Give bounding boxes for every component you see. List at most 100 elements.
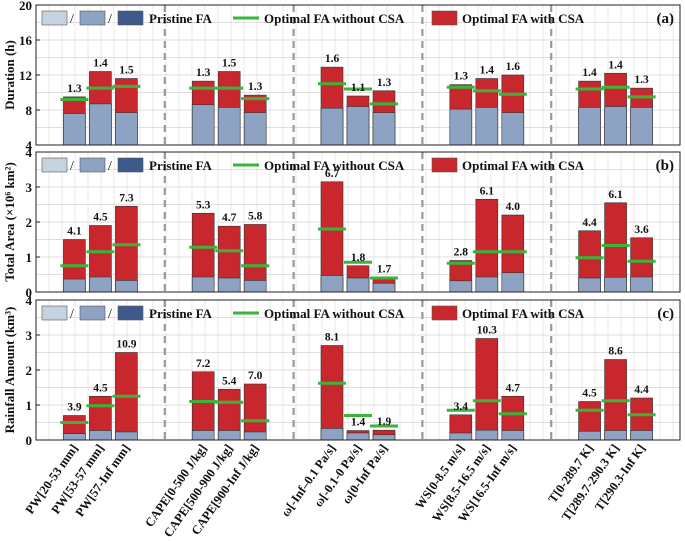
data-label: 1.3	[248, 81, 263, 93]
legend-without-label: Optimal FA without CSA	[264, 11, 405, 26]
data-label: 2.8	[454, 247, 469, 259]
data-label: 7.2	[196, 358, 211, 370]
data-label: 5.3	[196, 199, 211, 211]
data-label: 8.1	[325, 332, 340, 344]
data-label: 1.3	[454, 71, 469, 83]
y-tick-label: 4	[26, 145, 33, 160]
data-label: 4.7	[506, 382, 521, 394]
bar-pristine	[449, 432, 473, 441]
bar-pristine	[115, 431, 138, 441]
y-tick-label: 8	[26, 103, 33, 118]
bar-pristine	[501, 430, 525, 441]
data-label: 1.9	[377, 416, 392, 428]
bar-pristine	[501, 272, 525, 293]
bar-pristine	[578, 430, 601, 441]
data-label: 1.3	[196, 67, 211, 79]
y-tick-label: 0	[26, 433, 33, 448]
data-label: 4.0	[506, 201, 521, 213]
panel-label: (b)	[656, 158, 674, 174]
legend: / / Pristine FA Optimal FA without CSA Optim…	[41, 10, 585, 27]
data-label: 4.5	[93, 382, 108, 394]
data-label: 10.9	[116, 339, 136, 351]
bar-pristine	[320, 428, 344, 441]
data-label: 10.3	[477, 325, 497, 337]
data-label: 1.5	[119, 65, 134, 77]
data-label: 1.3	[634, 74, 649, 86]
bar-with-csa	[320, 345, 344, 441]
data-label: 1.4	[351, 417, 366, 429]
data-label: 5.8	[248, 210, 263, 222]
bar-pristine	[63, 278, 86, 293]
bar-pristine	[243, 431, 267, 441]
legend-swatch-with	[431, 10, 458, 26]
bar-pristine	[372, 282, 396, 293]
bar-pristine	[63, 433, 86, 441]
data-label: 7.3	[119, 192, 134, 204]
panel-label: (a)	[657, 11, 675, 27]
data-label: 1.7	[377, 263, 392, 275]
data-label: 3.4	[454, 401, 469, 413]
data-label: 4.5	[582, 388, 597, 400]
panel-label: (c)	[657, 306, 674, 322]
bar-pristine	[217, 277, 241, 293]
legend: / / Pristine FA Optimal FA without CSA Optim…	[41, 157, 585, 174]
y-tick-label: 3	[26, 328, 33, 343]
y-tick-label: 1	[26, 398, 33, 413]
data-label: 1.1	[351, 82, 366, 94]
data-label: 1.5	[222, 58, 237, 70]
bar-with-csa	[115, 205, 138, 293]
data-label: 6.1	[608, 189, 623, 201]
bar-with-csa	[191, 371, 215, 441]
legend-pristine-label: Pristine FA	[149, 11, 213, 26]
legend-slash: /	[70, 12, 74, 27]
legend-swatch-mid	[79, 10, 106, 26]
bar-pristine	[501, 112, 525, 146]
bar-pristine	[475, 429, 499, 441]
legend-without-label: Optimal FA without CSA	[264, 158, 405, 173]
data-label: 4.4	[582, 217, 597, 229]
bar-pristine	[346, 432, 370, 441]
data-label: 4.1	[67, 226, 82, 238]
y-tick-label: 20	[19, 0, 32, 13]
legend-without-label: Optimal FA without CSA	[264, 306, 405, 321]
legend-swatch-with	[431, 157, 458, 173]
data-label: 1.3	[67, 83, 82, 95]
bar-pristine	[115, 280, 138, 293]
y-axis-label: Duration (h)	[2, 40, 17, 110]
y-tick-label: 12	[19, 68, 32, 83]
data-label: 3.9	[67, 402, 82, 414]
legend-slash: /	[70, 159, 74, 174]
panel-c: / / Pristine FA Optimal FA without CSA Optim…	[2, 293, 681, 448]
bar-pristine	[89, 430, 112, 441]
y-tick-label: 1	[26, 250, 33, 265]
bar-pristine	[630, 107, 653, 146]
bar-pristine	[89, 276, 112, 293]
bar-with-csa	[243, 383, 267, 441]
bar-pristine	[191, 276, 215, 293]
bar-pristine	[475, 276, 499, 293]
bar-pristine	[320, 107, 344, 146]
bar-pristine	[346, 106, 370, 146]
legend-pristine-label: Pristine FA	[149, 158, 213, 173]
legend-with-label: Optimal FA with CSA	[462, 11, 585, 26]
legend-with-label: Optimal FA with CSA	[462, 306, 585, 321]
data-label: 5.4	[222, 375, 237, 387]
data-label: 8.6	[608, 346, 623, 358]
legend-swatch-dark	[117, 10, 144, 26]
y-tick-label: 4	[26, 138, 33, 153]
data-label: 6.7	[325, 168, 340, 180]
bar-pristine	[604, 430, 627, 441]
data-label: 4.7	[222, 212, 237, 224]
bar-pristine	[630, 276, 653, 293]
y-tick-label: 4	[26, 293, 33, 308]
y-tick-label: 0	[26, 285, 33, 300]
data-label: 1.6	[325, 53, 340, 65]
bar-pristine	[630, 430, 653, 441]
data-label: 1.3	[377, 77, 392, 89]
bar-pristine	[320, 275, 344, 293]
bar-pristine	[578, 107, 601, 146]
bar-pristine	[372, 434, 396, 441]
bar-pristine	[604, 276, 627, 293]
data-label: 6.1	[480, 185, 495, 197]
